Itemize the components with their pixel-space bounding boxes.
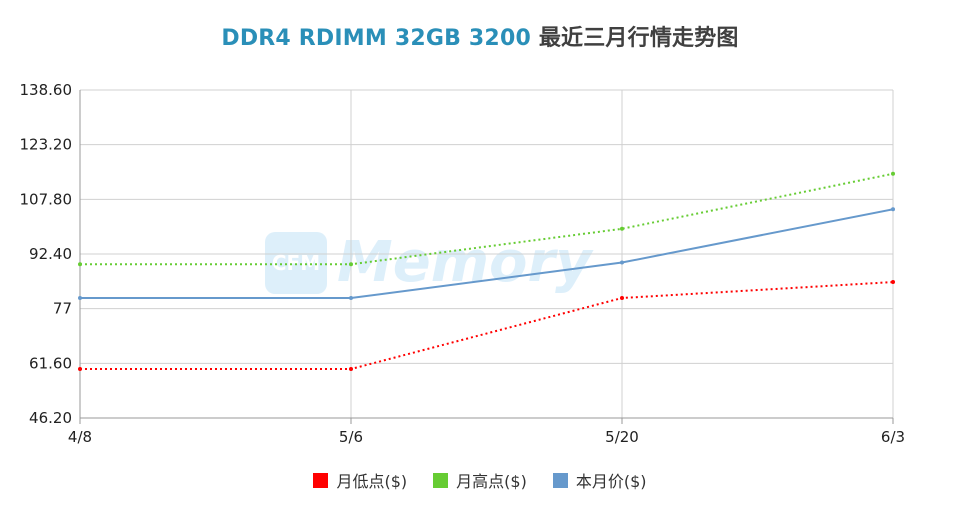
- chart-title-model: DDR4 RDIMM 32GB 3200: [221, 26, 531, 51]
- data-point: [78, 296, 82, 301]
- data-point: [620, 296, 624, 301]
- series-line: [80, 281, 894, 371]
- y-tick-label: 107.80: [20, 190, 73, 208]
- data-point: [349, 296, 353, 301]
- chart-title-suffix: 最近三月行情走势图: [538, 26, 739, 51]
- data-point: [891, 207, 895, 212]
- data-point: [620, 260, 624, 265]
- legend-swatch: [433, 472, 449, 488]
- x-tick-label: 5/20: [605, 428, 639, 446]
- legend-item[interactable]: 月高点($): [433, 468, 527, 492]
- legend-item[interactable]: 本月价($): [552, 468, 647, 492]
- x-tick-label: 6/3: [881, 428, 905, 446]
- data-point: [349, 367, 353, 372]
- x-tick-label: 5/6: [339, 428, 363, 446]
- legend-label: 月低点($): [336, 472, 408, 491]
- data-point: [620, 226, 624, 231]
- legend-swatch: [313, 472, 329, 488]
- y-tick-label: 46.20: [29, 409, 72, 427]
- y-tick-label: 92.40: [29, 245, 72, 263]
- chart-legend: 月低点($) 月高点($) 本月价($): [0, 468, 960, 492]
- legend-label: 本月价($): [575, 472, 647, 491]
- data-point: [78, 367, 82, 372]
- legend-swatch: [552, 472, 568, 488]
- legend-item[interactable]: 月低点($): [313, 468, 407, 492]
- y-tick-label: 123.20: [20, 136, 73, 154]
- data-point: [891, 280, 895, 285]
- series-line: [80, 172, 894, 266]
- chart-title: DDR4 RDIMM 32GB 3200 最近三月行情走势图: [0, 20, 960, 52]
- legend-label: 月高点($): [456, 472, 527, 491]
- data-point: [891, 171, 895, 176]
- data-point: [78, 262, 82, 267]
- data-point: [349, 262, 353, 267]
- y-tick-label: 138.60: [20, 81, 73, 99]
- series-line: [80, 208, 894, 300]
- x-tick-label: 4/8: [68, 428, 92, 446]
- y-tick-label: 77: [53, 300, 72, 318]
- y-tick-label: 61.60: [29, 354, 72, 372]
